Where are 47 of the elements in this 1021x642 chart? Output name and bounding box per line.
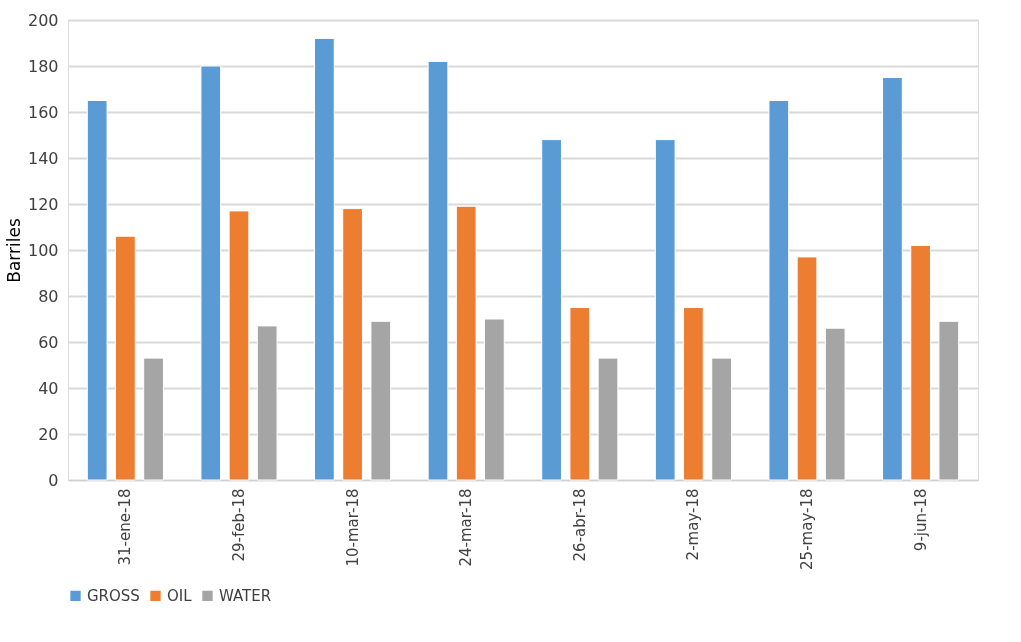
x-tick-label: 25-may-18 <box>798 488 817 570</box>
y-tick-label: 120 <box>27 194 59 214</box>
bar <box>824 327 846 481</box>
legend-label: OIL <box>167 586 193 605</box>
bar <box>938 320 960 481</box>
bar <box>314 37 335 481</box>
y-tick-label: 40 <box>38 378 59 398</box>
bar <box>86 100 108 481</box>
legend-label: WATER <box>219 586 272 605</box>
bar <box>484 318 505 481</box>
x-tick-label: 9-jun-18 <box>911 488 930 552</box>
x-tick-label: 31-ene-18 <box>116 488 135 566</box>
y-tick-label: 20 <box>38 424 59 444</box>
x-tick-label: 2-may-18 <box>684 488 703 561</box>
bar <box>683 307 704 481</box>
x-tick-label: 29-feb-18 <box>229 488 248 562</box>
bar <box>200 65 222 481</box>
x-tick-label: 26-abr-18 <box>570 488 589 562</box>
bar <box>455 205 477 481</box>
bar <box>654 139 676 481</box>
bar <box>342 208 363 481</box>
bar <box>569 307 591 481</box>
y-tick-label: 160 <box>27 102 59 122</box>
bar <box>882 77 903 481</box>
x-tick-label: 24-mar-18 <box>457 488 476 567</box>
bar <box>115 235 136 481</box>
bar <box>796 256 818 481</box>
x-tick-label: 10-mar-18 <box>343 488 362 567</box>
y-tick-label: 100 <box>27 240 59 260</box>
y-tick-label: 180 <box>27 56 59 76</box>
bar <box>370 320 392 481</box>
bar <box>910 244 931 481</box>
bar <box>256 325 278 481</box>
y-tick-label: 200 <box>27 10 59 30</box>
bar <box>711 357 732 481</box>
bar <box>541 139 562 481</box>
y-axis-title: Barriles <box>3 218 24 283</box>
bar <box>768 100 790 481</box>
bar <box>228 210 250 481</box>
y-tick-label: 0 <box>48 470 59 490</box>
legend-label: GROSS <box>87 586 140 605</box>
bar <box>143 357 164 481</box>
y-tick-label: 80 <box>38 286 59 306</box>
y-tick-label: 60 <box>38 332 59 352</box>
bar <box>427 60 449 481</box>
bar <box>597 357 619 481</box>
y-tick-label: 140 <box>27 148 59 168</box>
